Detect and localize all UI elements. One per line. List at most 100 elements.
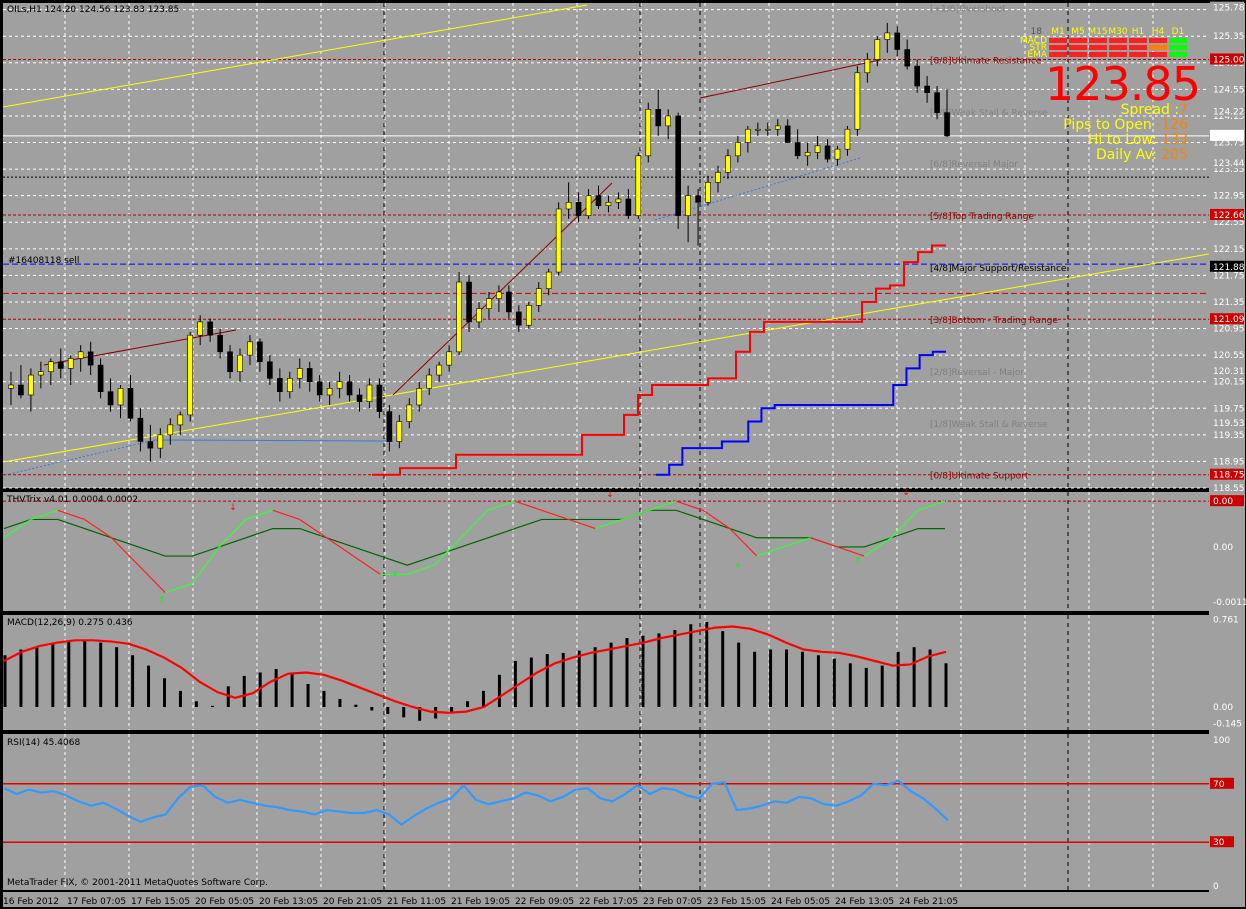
candle[interactable]: [137, 417, 144, 442]
candle[interactable]: [117, 388, 124, 406]
candle[interactable]: [306, 368, 313, 382]
candle[interactable]: [506, 291, 512, 313]
candle[interactable]: [8, 384, 14, 389]
candle[interactable]: [595, 195, 602, 206]
candle[interactable]: [685, 195, 691, 216]
candle[interactable]: [48, 361, 54, 373]
candle[interactable]: [944, 112, 950, 137]
candle[interactable]: [665, 115, 672, 127]
signal-cell: [1109, 52, 1127, 57]
candle[interactable]: [396, 421, 403, 442]
candle[interactable]: [735, 142, 741, 157]
candle[interactable]: [157, 434, 164, 449]
candle[interactable]: [277, 378, 283, 392]
candle[interactable]: [794, 142, 801, 157]
candle[interactable]: [346, 381, 353, 396]
candle[interactable]: [97, 364, 104, 392]
candle[interactable]: [28, 374, 34, 396]
candle[interactable]: [406, 404, 413, 422]
candle[interactable]: [914, 65, 920, 87]
candle[interactable]: [207, 321, 213, 336]
candle[interactable]: [834, 148, 841, 160]
candle[interactable]: [286, 378, 293, 392]
candle[interactable]: [257, 341, 263, 363]
candle[interactable]: [416, 388, 423, 406]
candle[interactable]: [784, 125, 791, 143]
candle[interactable]: [764, 128, 771, 131]
candle[interactable]: [774, 125, 781, 130]
candle[interactable]: [755, 128, 761, 131]
candle[interactable]: [924, 85, 930, 93]
candle[interactable]: [725, 155, 731, 173]
candle[interactable]: [496, 291, 502, 299]
candle[interactable]: [147, 441, 154, 449]
candle[interactable]: [904, 49, 910, 67]
candle[interactable]: [326, 388, 333, 396]
candle[interactable]: [645, 109, 652, 157]
price-tag: [1210, 468, 1244, 480]
candle[interactable]: [386, 411, 393, 442]
candle[interactable]: [535, 288, 542, 306]
candle[interactable]: [824, 145, 831, 160]
candle[interactable]: [127, 388, 134, 419]
candle[interactable]: [197, 321, 203, 336]
order-label[interactable]: #16408118 sell: [8, 256, 80, 266]
candle[interactable]: [456, 281, 462, 353]
candle[interactable]: [187, 334, 194, 416]
candle[interactable]: [436, 364, 442, 376]
candle[interactable]: [177, 414, 184, 426]
candle[interactable]: [87, 351, 94, 366]
candle[interactable]: [695, 195, 701, 203]
candle[interactable]: [894, 32, 901, 50]
candle[interactable]: [516, 311, 522, 326]
candle[interactable]: [77, 351, 84, 359]
candle[interactable]: [167, 424, 174, 436]
candle[interactable]: [67, 358, 74, 369]
candle[interactable]: [247, 341, 253, 356]
candle[interactable]: [814, 145, 821, 153]
candle[interactable]: [934, 92, 940, 113]
candle[interactable]: [635, 155, 642, 216]
candle[interactable]: [804, 152, 811, 157]
candle[interactable]: [864, 59, 871, 74]
candle[interactable]: [854, 72, 861, 130]
candle[interactable]: [565, 202, 572, 210]
candle[interactable]: [715, 172, 721, 183]
candle[interactable]: [655, 109, 662, 127]
candle[interactable]: [675, 115, 681, 216]
candle[interactable]: [316, 381, 323, 396]
candle[interactable]: [555, 208, 562, 273]
candle[interactable]: [884, 32, 891, 40]
candle[interactable]: [625, 198, 632, 216]
candle[interactable]: [605, 202, 612, 206]
candle[interactable]: [476, 308, 482, 323]
candle[interactable]: [18, 384, 24, 396]
candle[interactable]: [615, 198, 622, 203]
candle[interactable]: [366, 384, 373, 402]
candle[interactable]: [426, 374, 433, 389]
price-tag-label: 121.88: [1213, 263, 1245, 273]
candle[interactable]: [336, 381, 343, 389]
candle[interactable]: [376, 384, 383, 412]
candle[interactable]: [237, 354, 243, 373]
candle[interactable]: [745, 128, 751, 143]
candle[interactable]: [705, 182, 711, 203]
candle[interactable]: [466, 281, 472, 323]
candle[interactable]: [57, 361, 64, 369]
candle[interactable]: [874, 39, 881, 60]
candle[interactable]: [107, 391, 114, 406]
candle[interactable]: [525, 304, 532, 326]
candle[interactable]: [446, 351, 452, 366]
candle[interactable]: [296, 368, 303, 379]
candle[interactable]: [844, 128, 851, 150]
candle[interactable]: [38, 371, 44, 376]
candle[interactable]: [267, 361, 273, 379]
candle[interactable]: [486, 298, 492, 309]
candle[interactable]: [585, 195, 592, 216]
candle[interactable]: [356, 394, 363, 402]
candle[interactable]: [217, 334, 223, 353]
candle[interactable]: [575, 202, 582, 216]
candle[interactable]: [545, 271, 552, 289]
candle[interactable]: [227, 351, 233, 373]
